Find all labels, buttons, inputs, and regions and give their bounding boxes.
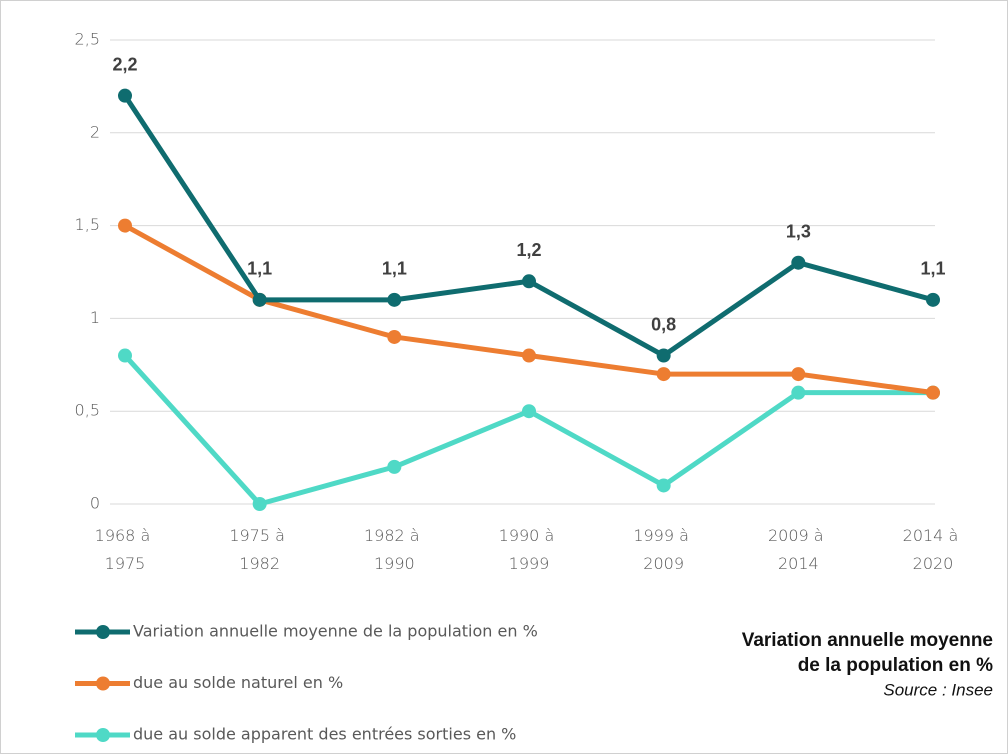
data-point — [252, 497, 267, 511]
x-tick-line: 1999 à — [633, 526, 694, 545]
data-point — [522, 348, 536, 363]
x-tick-line: 2014 — [778, 554, 819, 573]
x-tick-line: 1968 à — [95, 526, 156, 545]
x-tick-line: 2014 à — [903, 526, 964, 545]
data-point — [118, 348, 132, 363]
data-point — [387, 459, 402, 474]
x-tick-line: 1975 — [105, 554, 146, 573]
y-tick-label: 0 — [90, 494, 100, 513]
data-point — [252, 292, 267, 307]
x-tick-label: 1975 à 1982 — [229, 526, 290, 573]
x-tick-line: 1982 à — [364, 526, 425, 545]
legend-marker — [96, 676, 110, 691]
y-tick-label: 1,5 — [75, 215, 100, 234]
x-tick-line: 1982 — [239, 554, 280, 573]
data-point — [926, 292, 940, 307]
x-tick-label: 1999 à 2009 — [633, 526, 694, 573]
x-tick-line: 2020 — [913, 554, 954, 573]
source: Source : Insee — [883, 680, 993, 699]
data-point — [791, 385, 806, 400]
x-tick-line: 1999 — [509, 554, 550, 573]
x-tick-label: 1990 à 1999 — [499, 526, 560, 573]
data-point — [656, 367, 671, 382]
data-point — [656, 348, 671, 363]
data-label: 1,3 — [786, 221, 811, 241]
x-tick-line: 2009 à — [768, 526, 829, 545]
x-tick-label: 2009 à 2014 — [768, 526, 829, 573]
x-tick-line: 2009 — [643, 554, 684, 573]
y-tick-label: 2 — [90, 122, 100, 141]
data-label: 2,2 — [112, 54, 137, 74]
x-tick-label: 1968 à 1975 — [95, 526, 156, 573]
chart-title: de la population en % — [798, 655, 993, 676]
x-tick-label: 2014 à 2020 — [903, 526, 964, 573]
data-point — [118, 218, 132, 233]
y-tick-label: 2,5 — [75, 30, 100, 49]
data-label: 0,8 — [651, 314, 676, 334]
data-point — [926, 385, 940, 400]
data-point — [791, 367, 806, 382]
data-point — [118, 88, 132, 103]
data-label: 1,2 — [516, 240, 541, 260]
x-tick-line: 1990 à — [499, 526, 560, 545]
legend-label: due au solde naturel en % — [133, 673, 343, 692]
data-label: 1,1 — [382, 259, 407, 279]
data-label: 1,1 — [920, 259, 945, 279]
x-tick-line: 1975 à — [229, 526, 290, 545]
legend-label: due au solde apparent des entrées sortie… — [133, 725, 516, 744]
data-point — [522, 274, 536, 289]
y-tick-label: 1 — [90, 308, 100, 327]
legend-marker — [96, 625, 110, 639]
data-point — [387, 329, 402, 344]
data-point — [791, 255, 806, 270]
chart-title: Variation annuelle moyenne — [742, 630, 993, 651]
y-tick-label: 0,5 — [75, 401, 100, 420]
data-point — [656, 478, 671, 493]
legend-label: Variation annuelle moyenne de la populat… — [133, 622, 538, 641]
data-label: 1,1 — [247, 259, 272, 279]
data-point — [387, 292, 402, 307]
x-tick-label: 1982 à 1990 — [364, 526, 425, 573]
legend-marker — [96, 728, 110, 742]
x-tick-line: 1990 — [374, 554, 415, 573]
data-point — [522, 404, 536, 419]
